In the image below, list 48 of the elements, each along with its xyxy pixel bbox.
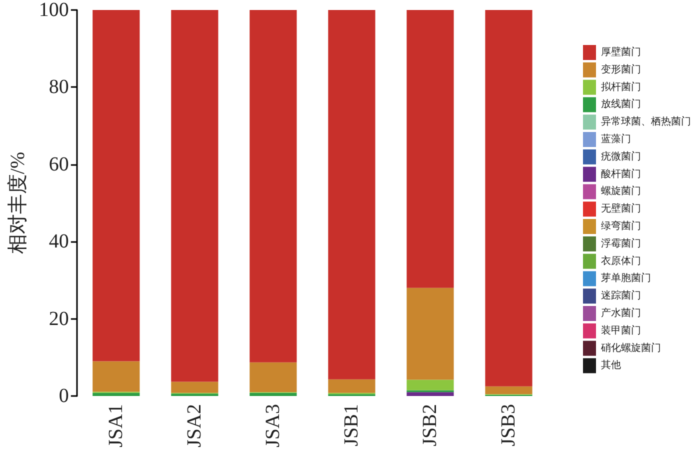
legend-label: 酸杆菌门 xyxy=(601,168,641,180)
y-tick-label: 20 xyxy=(48,308,69,330)
x-tick-label: JSB2 xyxy=(419,404,442,446)
bar xyxy=(485,386,532,394)
legend-label: 产水菌门 xyxy=(601,307,641,319)
x-tick-label: JSB3 xyxy=(498,404,520,446)
bar xyxy=(171,10,218,382)
legend-label: 迷踪菌门 xyxy=(601,290,641,302)
bar xyxy=(406,380,454,390)
x-tick-label: JSB1 xyxy=(340,404,363,446)
y-tick-label: 100 xyxy=(38,0,69,21)
y-axis-title: 相对丰度/% xyxy=(7,152,29,254)
legend-label: 疣微菌门 xyxy=(601,150,641,162)
bar xyxy=(406,10,454,288)
legend-label: 装甲菌门 xyxy=(601,324,641,336)
legend-label: 变形菌门 xyxy=(601,63,641,76)
legend-label: 蓝藻门 xyxy=(601,133,631,145)
legend-label: 芽单胞菌门 xyxy=(601,272,651,284)
bar xyxy=(250,362,297,392)
bar xyxy=(485,10,532,386)
legend-label: 衣原体门 xyxy=(601,254,641,267)
y-tick-label: 60 xyxy=(48,153,69,176)
x-tick-label: JSA1 xyxy=(105,404,128,448)
legend-label: 厚壁菌门 xyxy=(601,46,641,58)
bar xyxy=(406,288,454,380)
y-tick-label: 0 xyxy=(58,385,69,407)
legend-label: 异常球菌、栖热菌门 xyxy=(601,116,691,128)
bar xyxy=(328,10,376,380)
y-tick-label: 80 xyxy=(48,76,69,98)
legend-label: 硝化螺旋菌门 xyxy=(600,342,661,354)
bar xyxy=(250,10,297,362)
bar xyxy=(250,392,297,396)
bar xyxy=(92,361,140,392)
legend-label: 放线菌门 xyxy=(601,98,641,110)
legend-label: 浮霉菌门 xyxy=(601,237,641,250)
bar xyxy=(406,392,454,396)
legend-label: 无壁菌门 xyxy=(601,202,641,215)
legend-label: 螺旋菌门 xyxy=(601,185,641,198)
x-tick-label: JSA3 xyxy=(262,404,284,448)
bar xyxy=(92,10,140,362)
legend-label: 其他 xyxy=(601,359,621,372)
y-tick-label: 40 xyxy=(48,230,69,253)
bar xyxy=(328,379,376,393)
bar xyxy=(92,392,140,396)
x-tick-label: JSA2 xyxy=(184,404,206,448)
legend-label: 绿弯菌门 xyxy=(601,220,641,232)
bar xyxy=(171,382,218,393)
legend-label: 拟杆菌门 xyxy=(601,80,641,93)
